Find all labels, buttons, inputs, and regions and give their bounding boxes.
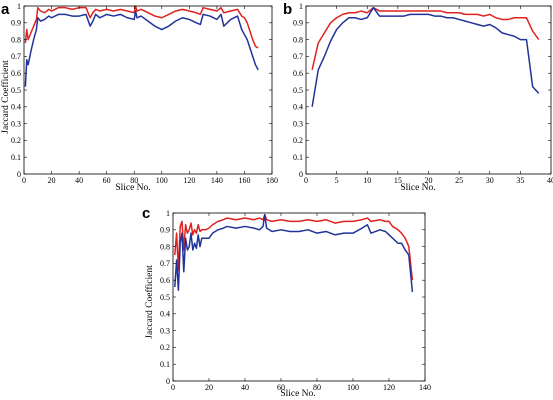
plot-frame-b [305, 5, 552, 175]
y-tick-label-c: 0.9 [160, 226, 170, 235]
x-tick-label-b: 20 [425, 176, 433, 185]
y-tick-label-b: 0.3 [293, 119, 303, 128]
panel-label-b: b [283, 1, 292, 18]
panel-label-a: a [1, 1, 10, 18]
x-tick-label-a: 80 [130, 176, 138, 185]
x-tick-label-a: 0 [22, 176, 26, 185]
y-tick-label-c: 0.8 [160, 242, 170, 251]
y-tick-label-b: 0.2 [293, 136, 303, 145]
y-tick-label-c: 0.6 [160, 276, 170, 285]
axes-c: 0 20 40 60 80 100 120 140 0 0.1 0.2 0.3 0.4 0.5 0.6 0.7… [160, 209, 431, 392]
x-tick-label-b: 30 [486, 176, 494, 185]
y-tick-label-b: 0 [299, 170, 303, 179]
x-tick-label-a: 160 [238, 176, 250, 185]
y-tick-label-a: 0.1 [11, 153, 21, 162]
plot-frame-c [172, 212, 426, 382]
y-tick-label-b: 0.9 [293, 19, 303, 28]
series-line-b-0 [311, 6, 540, 71]
x-tick-label-b: 15 [394, 176, 402, 185]
y-tick-label-c: 0 [166, 377, 170, 386]
x-tick-label-a: 100 [156, 176, 168, 185]
x-axis-label-c: Slice No. [280, 389, 315, 399]
y-tick-label-b: 0.4 [293, 103, 303, 112]
y-tick-label-a: 0.4 [11, 103, 21, 112]
y-tick-label-c: 0.1 [160, 360, 170, 369]
x-tick-label-b: 10 [363, 176, 371, 185]
x-tick-label-a: 20 [48, 176, 56, 185]
y-axis-label-a: Jaccard Coefficient [0, 60, 11, 134]
x-tick-label-a: 40 [75, 176, 83, 185]
y-tick-label-c: 0.5 [160, 293, 170, 302]
panel-c: c 0 20 40 60 80 100 120 14000.10.20.30.40.50.60… [142, 205, 431, 399]
x-tick-label-b: 40 [547, 176, 553, 185]
y-tick-label-b: 0.5 [293, 86, 303, 95]
x-tick-label-b: 0 [304, 176, 308, 185]
y-tick-label-a: 0.5 [11, 86, 21, 95]
x-tick-label-a: 180 [266, 176, 278, 185]
y-tick-label-c: 1 [166, 209, 170, 218]
y-axis-label-c: Jaccard Coefficient [144, 265, 155, 339]
series-line-a-1 [24, 10, 259, 87]
plot-frame-a [23, 5, 273, 175]
x-tick-label-a: 60 [103, 176, 111, 185]
x-axis-label-b: Slice No. [400, 183, 435, 193]
y-tick-label-a: 0.9 [11, 19, 21, 28]
axes-a: 0 20 40 60 80 100 120 140 160 180 0 0.1 0.2 0.3 0.4 0.5… [11, 2, 278, 185]
x-tick-label-c: 20 [205, 383, 213, 392]
x-tick-label-c: 60 [277, 383, 285, 392]
x-tick-label-a: 140 [211, 176, 223, 185]
y-tick-label-a: 0.8 [11, 35, 21, 44]
y-tick-label-b: 0.6 [293, 69, 303, 78]
y-tick-label-b: 1 [299, 2, 303, 11]
y-tick-label-a: 0.3 [11, 119, 21, 128]
axes-b: 0 5 10 15 20 25 30 35 40 0 0.1 0.2 0.3 0.4 0.5 0.6 0.7 0.… [293, 2, 553, 185]
y-tick-label-b: 0.7 [293, 52, 303, 61]
y-tick-label-c: 0.3 [160, 326, 170, 335]
x-tick-label-c: 140 [419, 383, 431, 392]
x-tick-label-c: 120 [383, 383, 395, 392]
x-tick-label-c: 40 [241, 383, 249, 392]
y-tick-label-a: 0.7 [11, 52, 21, 61]
x-tick-label-b: 35 [516, 176, 524, 185]
x-tick-label-c: 100 [347, 383, 359, 392]
series-line-c-0 [174, 213, 414, 281]
x-tick-label-a: 120 [183, 176, 195, 185]
panel-a: a 0 20 40 60 80 100 120 140 160 18000.10.20.30.40… [0, 1, 278, 193]
x-tick-label-c: 0 [171, 383, 175, 392]
y-tick-label-a: 0.2 [11, 136, 21, 145]
x-tick-label-c: 80 [313, 383, 321, 392]
y-tick-label-c: 0.2 [160, 343, 170, 352]
y-tick-label-c: 0.7 [160, 259, 170, 268]
y-tick-label-a: 1 [17, 2, 21, 11]
y-tick-label-c: 0.4 [160, 310, 170, 319]
y-tick-label-a: 0 [17, 170, 21, 179]
x-tick-label-b: 5 [335, 176, 339, 185]
y-tick-label-a: 0.6 [11, 69, 21, 78]
x-axis-label-a: Slice No. [115, 183, 150, 193]
y-tick-label-b: 0.8 [293, 35, 303, 44]
series-line-a-0 [24, 5, 259, 49]
y-tick-label-b: 0.1 [293, 153, 303, 162]
panel-label-c: c [142, 205, 150, 222]
x-tick-label-b: 25 [455, 176, 463, 185]
series-line-c-1 [174, 213, 414, 293]
series-line-b-1 [311, 6, 540, 107]
panel-b: b 0 5 10 15 20 25 30 35 40 0 0.1 0.2 0.3 0.4 0.5 0.6 0.7… [283, 1, 553, 193]
